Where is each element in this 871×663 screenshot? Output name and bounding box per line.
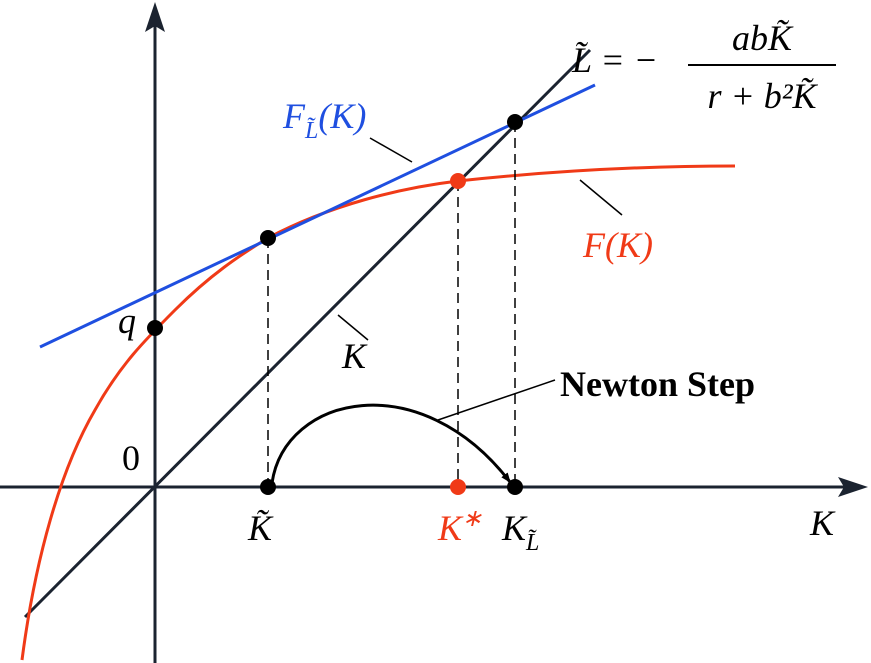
formula-denominator: r + b²K̃: [707, 76, 818, 116]
curve-label: F(K): [582, 225, 653, 265]
label-arg: (K): [318, 96, 366, 136]
diagonal-line: [23, 48, 592, 619]
point: [147, 320, 163, 336]
formula-lhs: L̃ = −: [571, 40, 658, 80]
point: [507, 114, 523, 130]
formula-numerator: abK̃: [732, 18, 794, 58]
leader: [337, 314, 369, 341]
label-sub: L̃: [304, 117, 318, 144]
newton-arrow: [270, 403, 512, 484]
newton-label: Newton Step: [560, 364, 755, 404]
k-tilde-label: K̃: [247, 508, 274, 548]
curve-f: [20, 164, 736, 661]
label-sup: ∗: [462, 506, 482, 532]
k-l-label: KL̃: [501, 508, 539, 556]
intercept-label: q: [118, 301, 136, 341]
label-main: F: [282, 96, 306, 136]
point: [450, 479, 466, 495]
leader: [369, 137, 413, 163]
origin-label: 0: [122, 438, 140, 478]
point: [450, 173, 466, 189]
leader: [437, 379, 556, 421]
tangent-label: FL̃(K): [282, 96, 366, 144]
leader: [579, 179, 623, 216]
label-main: K: [437, 508, 464, 548]
point: [260, 230, 276, 246]
k-star-label: K∗: [437, 506, 482, 548]
point: [507, 479, 523, 495]
diagonal-label: K: [341, 336, 368, 376]
label-sub: L̃: [525, 529, 539, 556]
x-axis-label: K: [809, 503, 836, 543]
point: [260, 479, 276, 495]
x-arrow: [838, 477, 868, 497]
tangent-line: [39, 83, 596, 349]
label-main: K: [501, 508, 528, 548]
y-arrow: [145, 2, 165, 32]
